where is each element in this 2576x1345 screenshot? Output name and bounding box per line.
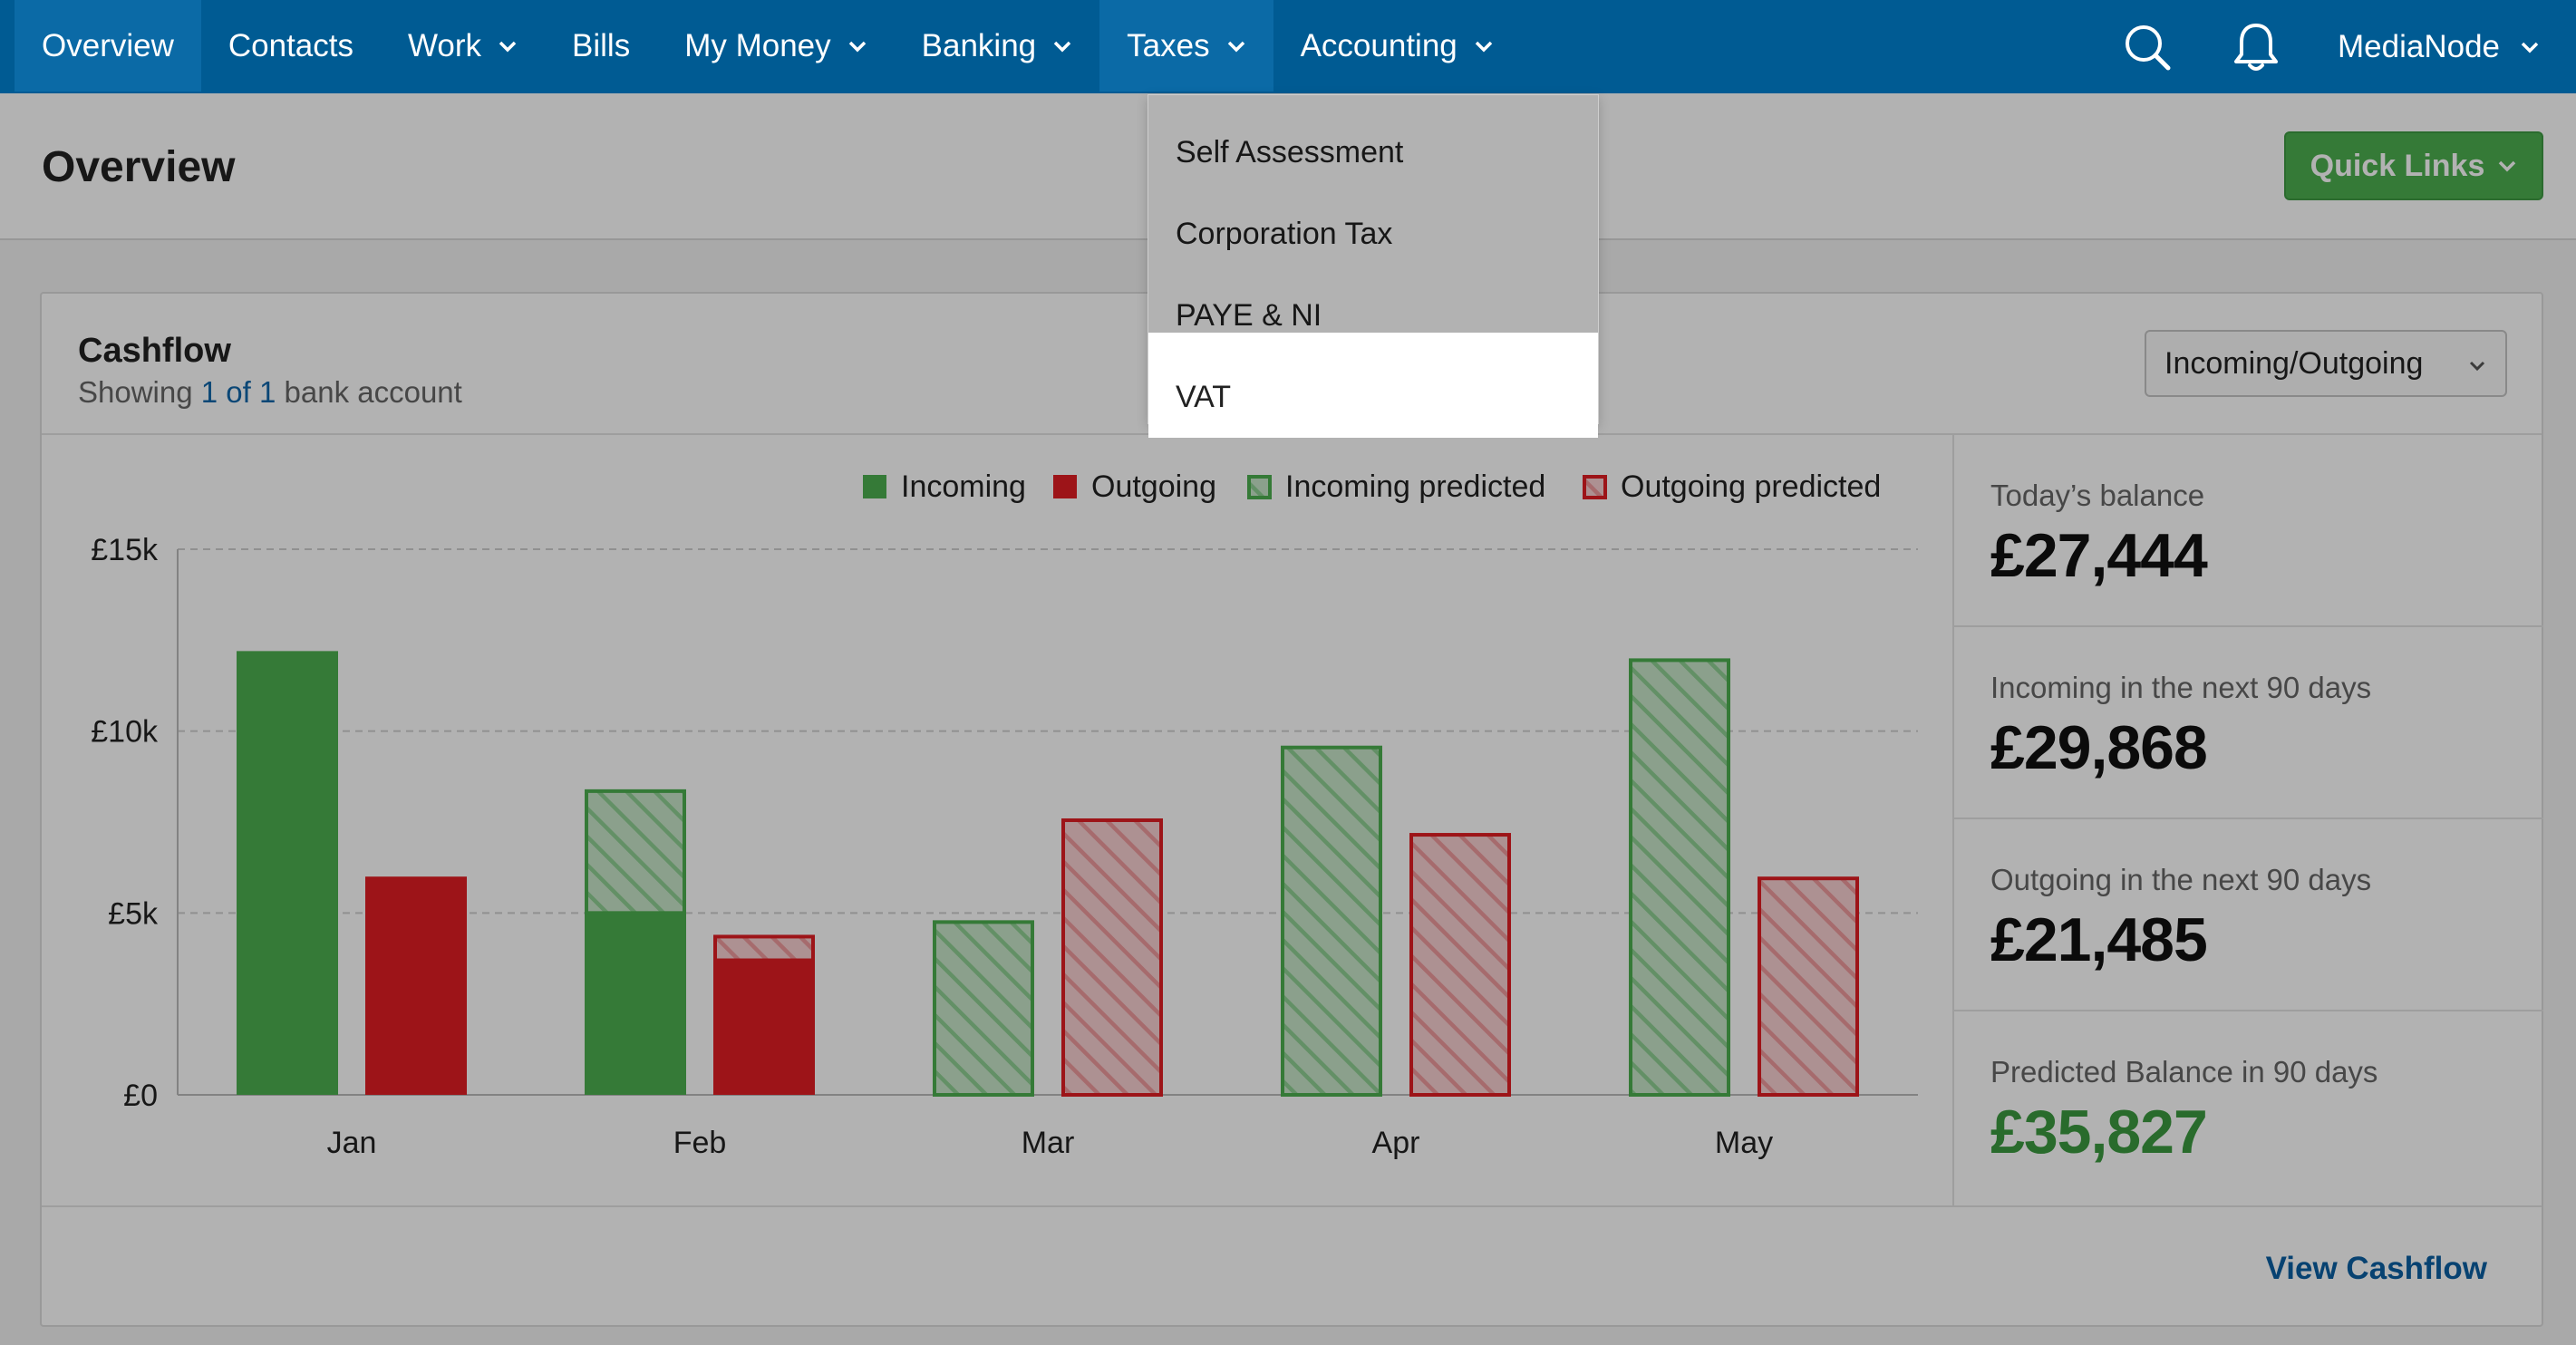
- chevron-down-icon: [2469, 361, 2485, 372]
- nav-item-work[interactable]: Work: [381, 0, 545, 92]
- cashflow-subtitle: Showing 1 of 1 bank account: [78, 375, 462, 410]
- nav-item-bills[interactable]: Bills: [545, 0, 657, 92]
- cashflow-card-footer: View Cashflow: [42, 1205, 2542, 1327]
- bar-outgoing-predicted-mar[interactable]: [1061, 818, 1163, 1097]
- x-tick-label: Mar: [1022, 1126, 1075, 1160]
- nav-item-label: Taxes: [1127, 27, 1210, 63]
- bar-outgoing-feb[interactable]: [713, 960, 815, 1095]
- stat-block: Incoming in the next 90 days £29,868: [1954, 627, 2543, 819]
- view-cashflow-link[interactable]: View Cashflow: [2265, 1251, 2487, 1286]
- subtitle-suffix: bank account: [284, 375, 462, 409]
- bar-incoming-feb[interactable]: [585, 913, 686, 1095]
- x-tick-label: Apr: [1372, 1126, 1420, 1160]
- legend-item[interactable]: Outgoing predicted: [1583, 469, 1881, 504]
- bank-account-count-link[interactable]: 1 of 1: [200, 375, 276, 409]
- nav-item-taxes[interactable]: Taxes: [1099, 0, 1273, 92]
- y-tick-label: £0: [123, 1079, 158, 1113]
- y-tick-label: £15k: [91, 533, 159, 567]
- taxes-dropdown-menu: Self Assessment Corporation Tax PAYE & NI V…: [1148, 94, 1599, 438]
- x-tick-label: May: [1715, 1126, 1773, 1160]
- nav-item-label: Accounting: [1300, 27, 1457, 63]
- y-tick-label: £5k: [108, 896, 159, 931]
- nav-item-label: Work: [408, 27, 482, 63]
- nav-item-label: My Money: [684, 27, 831, 63]
- bar-outgoing-predicted-may[interactable]: [1758, 876, 1859, 1098]
- chevron-down-icon: [2499, 160, 2516, 172]
- nav-item-accounting[interactable]: Accounting: [1273, 0, 1521, 92]
- nav-right: MediaNode: [2093, 0, 2576, 93]
- legend-item[interactable]: Incoming predicted: [1247, 469, 1545, 504]
- x-tick-label: Jan: [327, 1126, 377, 1160]
- chevron-down-icon: [499, 41, 517, 52]
- stat-label: Today’s balance: [1990, 479, 2205, 512]
- cashflow-card: Cashflow Showing 1 of 1 bank account Inc…: [40, 292, 2543, 1327]
- cashflow-chart: £0 £5k £10k £15k Incoming Outgoing Incoming p…: [42, 435, 1952, 1205]
- legend-swatch: [1053, 475, 1077, 498]
- menu-item-paye-ni[interactable]: PAYE & NI: [1176, 297, 1322, 333]
- nav-item-label: Banking: [921, 27, 1037, 63]
- cashflow-title: Cashflow: [78, 332, 231, 370]
- chevron-down-icon: [1053, 41, 1071, 52]
- stat-block: Predicted Balance in 90 days £35,827: [1954, 1011, 2543, 1204]
- search-button[interactable]: [2093, 1, 2202, 92]
- chevron-down-icon: [848, 41, 866, 52]
- subtitle-prefix: Showing: [78, 375, 193, 409]
- top-nav: Overview Contacts Work Bills My Money Banking…: [0, 0, 2576, 93]
- legend-label: Incoming predicted: [1285, 469, 1545, 504]
- chevron-down-icon: [2521, 42, 2539, 53]
- bar-outgoing-predicted-apr[interactable]: [1409, 833, 1511, 1097]
- legend-swatch: [863, 475, 886, 498]
- nav-item-label: Overview: [42, 27, 174, 63]
- cashflow-view-value: Incoming/Outgoing: [2164, 345, 2424, 381]
- x-tick-label: Feb: [673, 1126, 727, 1160]
- bar-incoming-jan[interactable]: [237, 651, 338, 1095]
- notifications-button[interactable]: [2202, 1, 2310, 92]
- cashflow-view-select[interactable]: Incoming/Outgoing: [2145, 330, 2507, 397]
- bell-icon: [2234, 23, 2278, 71]
- stat-label: Outgoing in the next 90 days: [1990, 863, 2372, 896]
- stat-label: Predicted Balance in 90 days: [1990, 1055, 2378, 1089]
- bar-incoming-predicted-feb[interactable]: [585, 789, 686, 915]
- quick-links-button[interactable]: Quick Links: [2284, 131, 2543, 200]
- bar-outgoing-predicted-feb[interactable]: [713, 934, 815, 963]
- nav-item-my-money[interactable]: My Money: [657, 0, 894, 92]
- stat-block: Outgoing in the next 90 days £21,485: [1954, 819, 2543, 1011]
- legend-label: Outgoing predicted: [1621, 469, 1881, 504]
- menu-item-self-assessment[interactable]: Self Assessment: [1176, 134, 1404, 169]
- search-icon: [2126, 24, 2171, 70]
- cashflow-chart-svg: £0 £5k £10k £15k Incoming Outgoing Incoming p…: [91, 469, 1918, 1160]
- user-name: MediaNode: [2338, 28, 2500, 64]
- y-tick-label: £10k: [91, 715, 159, 750]
- quick-links-label: Quick Links: [2310, 148, 2485, 183]
- nav-item-banking[interactable]: Banking: [895, 0, 1099, 92]
- user-menu[interactable]: MediaNode: [2310, 1, 2576, 92]
- page-title: Overview: [42, 143, 236, 191]
- stat-value: £27,444: [1990, 521, 2208, 590]
- chevron-down-icon: [1475, 41, 1492, 52]
- nav-item-overview[interactable]: Overview: [15, 0, 201, 92]
- nav-item-label: Bills: [572, 27, 631, 63]
- menu-item-corporation-tax[interactable]: Corporation Tax: [1176, 216, 1393, 251]
- legend-item[interactable]: Incoming: [863, 469, 1026, 504]
- nav-item-label: Contacts: [228, 27, 353, 63]
- bar-incoming-predicted-may[interactable]: [1629, 658, 1730, 1097]
- stat-block: Today’s balance £27,444: [1954, 435, 2543, 627]
- chevron-down-icon: [1227, 41, 1244, 52]
- legend-swatch: [1247, 475, 1272, 499]
- bar-incoming-predicted-apr[interactable]: [1281, 745, 1382, 1097]
- legend-label: Outgoing: [1091, 469, 1216, 504]
- stat-label: Incoming in the next 90 days: [1990, 671, 2372, 704]
- cashflow-stats: Today’s balance £27,444 Incoming in the ne…: [1952, 435, 2543, 1205]
- stat-value: £21,485: [1990, 905, 2208, 974]
- legend-swatch: [1583, 475, 1607, 499]
- legend-item[interactable]: Outgoing: [1053, 469, 1216, 504]
- bar-outgoing-jan[interactable]: [365, 876, 467, 1095]
- bar-incoming-predicted-mar[interactable]: [933, 920, 1034, 1097]
- menu-item-vat[interactable]: VAT: [1148, 356, 1598, 438]
- stat-value: £29,868: [1990, 713, 2208, 782]
- nav-item-contacts[interactable]: Contacts: [201, 0, 381, 92]
- legend-label: Incoming: [901, 469, 1026, 504]
- stat-value: £35,827: [1990, 1098, 2208, 1166]
